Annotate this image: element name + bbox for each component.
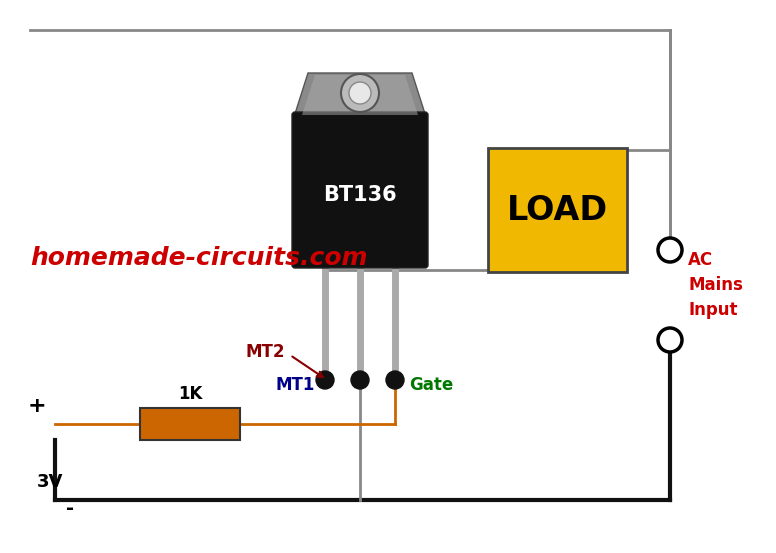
Polygon shape: [302, 75, 418, 115]
Text: BT136: BT136: [323, 185, 397, 205]
Text: MT1: MT1: [275, 376, 315, 394]
Circle shape: [658, 328, 682, 352]
Circle shape: [658, 238, 682, 262]
Text: AC
Mains
Input: AC Mains Input: [688, 251, 743, 319]
Text: homemade-circuits.com: homemade-circuits.com: [30, 246, 368, 270]
Circle shape: [349, 82, 371, 104]
Text: 1K: 1K: [178, 385, 203, 403]
Circle shape: [351, 371, 369, 389]
Text: -: -: [66, 498, 74, 518]
Text: 3V: 3V: [36, 473, 63, 491]
Text: Gate: Gate: [409, 376, 453, 394]
Circle shape: [316, 371, 334, 389]
Text: MT2: MT2: [245, 343, 285, 361]
Text: LOAD: LOAD: [507, 194, 608, 227]
Circle shape: [386, 371, 404, 389]
FancyBboxPatch shape: [140, 408, 240, 440]
FancyBboxPatch shape: [488, 148, 627, 272]
Circle shape: [341, 74, 379, 112]
Polygon shape: [293, 73, 427, 120]
FancyBboxPatch shape: [292, 112, 428, 268]
Text: +: +: [28, 396, 47, 416]
